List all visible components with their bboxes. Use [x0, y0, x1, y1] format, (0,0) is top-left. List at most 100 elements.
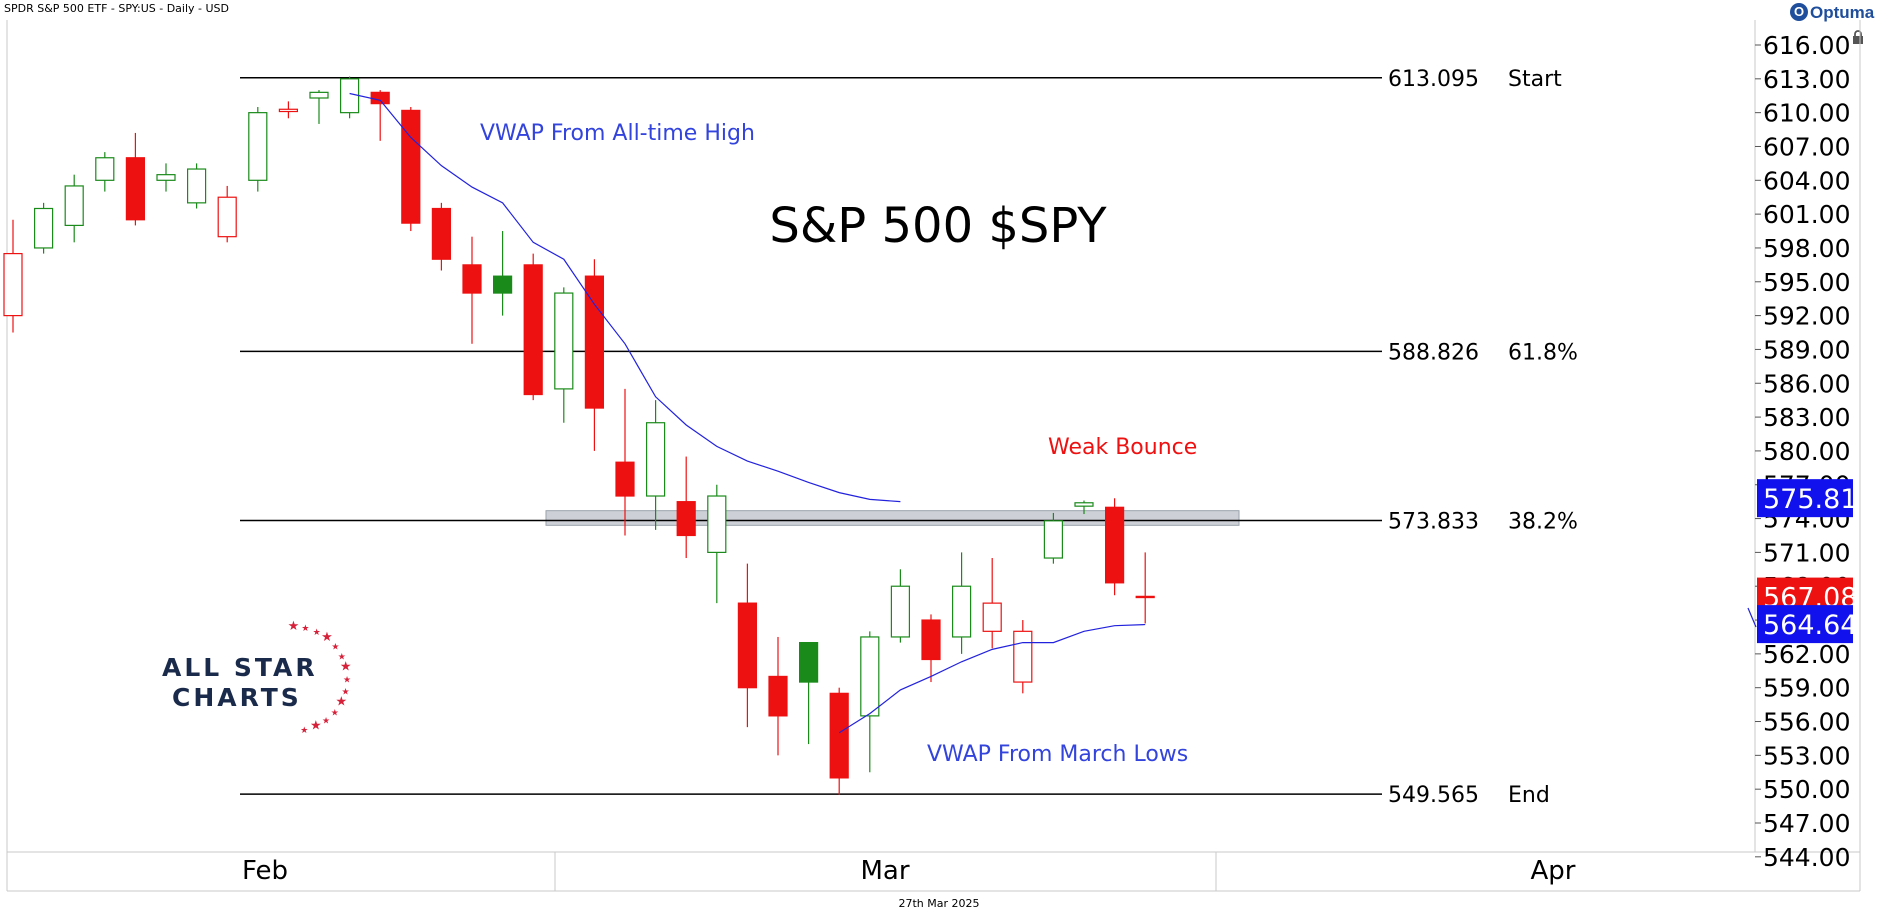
lock-icon[interactable]: [1851, 30, 1865, 44]
logo-star-icon: ★: [331, 708, 339, 718]
fibonacci-levels: 613.095 Start 588.826 61.8% 573.833 38.2% 549.…: [240, 67, 1578, 808]
optuma-brand-label: Optuma: [1810, 3, 1875, 22]
candle: [309, 90, 329, 124]
candle-body: [921, 619, 941, 661]
y-tick-label: 616.00: [1763, 31, 1850, 60]
candle: [462, 236, 482, 344]
all-star-charts-logo: ★ ★ ★ ★★★★★★★★★★★ ALL STAR CHARTS: [162, 620, 352, 736]
logo-star-icon: ★: [322, 717, 330, 727]
candle-body: [890, 585, 911, 638]
fib-level-label: Start: [1508, 67, 1562, 92]
y-tick-label: 571.00: [1763, 538, 1850, 567]
candle-body: [278, 108, 298, 113]
y-tick-label: 559.00: [1763, 674, 1850, 703]
fib-level-label: 61.8%: [1508, 340, 1578, 365]
vwap-edge-stub: [1747, 607, 1757, 628]
candle: [431, 202, 451, 271]
price-label-box: [1757, 479, 1853, 518]
fib-value-label: 613.095: [1388, 67, 1479, 92]
candle-body: [187, 168, 207, 204]
y-tick-label: 589.00: [1763, 335, 1850, 364]
candle: [278, 101, 298, 119]
fib-value-label: 588.826: [1388, 340, 1479, 365]
candle-body: [156, 174, 176, 181]
y-tick-label: 553.00: [1763, 741, 1850, 770]
candle: [1013, 620, 1033, 694]
candle-body: [370, 91, 390, 105]
candle-body: [584, 275, 605, 409]
candle: [584, 259, 605, 451]
optuma-logo: O Optuma: [1790, 3, 1874, 23]
resistance-zone: [545, 510, 1240, 526]
candle: [248, 107, 268, 192]
logo-stars: ★ ★ ★ ★★★★★★★★★★★: [288, 620, 352, 736]
candle-body: [95, 157, 115, 181]
fib-value-label: 549.565: [1388, 783, 1479, 808]
candle: [370, 90, 390, 141]
candle-body: [951, 585, 972, 638]
candle-body: [33, 207, 54, 249]
candle: [798, 641, 819, 745]
candle-body: [64, 185, 84, 227]
logo-line1: ALL STAR: [162, 653, 318, 682]
candle-body: [248, 112, 268, 181]
price-label-text: 564.64: [1763, 610, 1857, 641]
candle-body: [1074, 502, 1094, 507]
logo-star-icon: ★: [300, 726, 308, 736]
fib-level-label: End: [1508, 783, 1550, 808]
y-tick-label: 610.00: [1763, 99, 1850, 128]
candle: [3, 219, 23, 333]
candle: [401, 107, 421, 232]
candle-body: [798, 641, 819, 683]
price-label-text: 575.81: [1763, 484, 1857, 515]
fib-value-label: 573.833: [1388, 509, 1479, 534]
candle-body: [829, 692, 849, 779]
chart-frame: [6, 20, 1861, 892]
candle: [493, 231, 513, 316]
candle-body: [462, 264, 482, 294]
logo-star-icon: ★: [321, 630, 333, 645]
x-tick-label: Apr: [1531, 856, 1576, 886]
candle-body: [768, 675, 788, 717]
candle-body: [860, 636, 880, 717]
y-tick-label: 586.00: [1763, 369, 1850, 398]
candle-body: [1043, 520, 1064, 559]
candle: [187, 163, 207, 209]
candle: [921, 614, 941, 683]
candle: [217, 185, 237, 243]
candle-body: [676, 501, 696, 537]
y-tick-label: 607.00: [1763, 132, 1850, 161]
y-tick-label: 583.00: [1763, 403, 1850, 432]
y-tick-label: 550.00: [1763, 775, 1850, 804]
candle: [33, 202, 54, 254]
vwap-march-lows-line: [838, 623, 1146, 734]
chart-title: S&P 500 $SPY: [769, 198, 1107, 254]
y-tick-label: 613.00: [1763, 65, 1850, 94]
candle: [676, 456, 696, 559]
candlesticks: [3, 76, 1155, 795]
y-tick-label: 601.00: [1763, 200, 1850, 229]
candle: [340, 76, 360, 119]
candle: [860, 631, 880, 773]
vwap-all-time-high-line: [349, 92, 901, 503]
candle: [829, 687, 849, 795]
y-tick-label: 547.00: [1763, 809, 1850, 838]
logo-star-icon: ★: [343, 676, 351, 686]
candle: [707, 484, 727, 604]
y-tick-label: 544.00: [1763, 843, 1850, 872]
candle: [1043, 512, 1064, 564]
logo-star-icon: ★: [338, 652, 346, 662]
candle-body: [493, 275, 513, 294]
candle: [1135, 552, 1155, 624]
candle: [615, 388, 635, 536]
candle: [951, 552, 972, 654]
y-tick-label: 592.00: [1763, 302, 1850, 331]
candle-body: [737, 602, 758, 689]
candle-body: [125, 157, 146, 221]
x-tick-label: Feb: [242, 856, 288, 886]
logo-star-icon: ★: [310, 719, 322, 734]
fib-level-label: 38.2%: [1508, 509, 1578, 534]
logo-star-icon: ★: [341, 687, 349, 697]
